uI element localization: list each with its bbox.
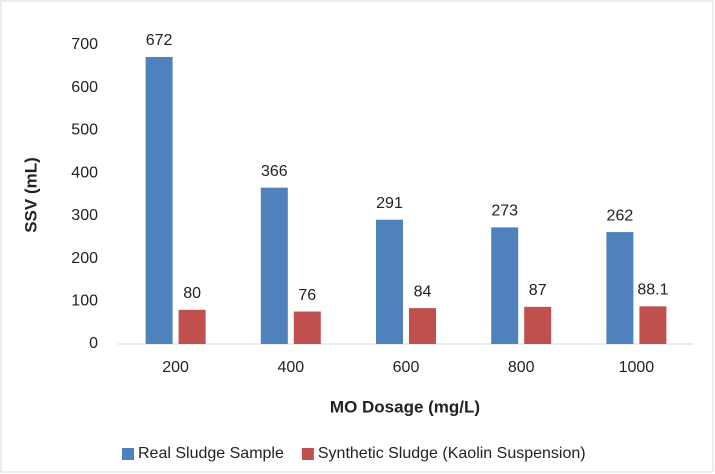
data-label: 80: [183, 285, 201, 302]
bar: [293, 311, 321, 344]
bar: [376, 219, 403, 344]
y-tick-label: 100: [71, 293, 98, 310]
legend-label: Synthetic Sludge (Kaolin Suspension): [318, 445, 586, 462]
y-tick-label: 200: [71, 250, 98, 267]
y-tick-label: 500: [71, 122, 98, 139]
y-tick-label: 600: [71, 79, 98, 96]
bar: [178, 309, 206, 344]
bar: [524, 306, 552, 344]
x-tick-label: 800: [508, 359, 535, 376]
y-tick-label: 0: [89, 335, 98, 352]
x-tick-label: 200: [162, 359, 189, 376]
legend-swatch: [122, 448, 134, 460]
y-axis-label: SSV (mL): [21, 157, 40, 233]
bar: [491, 227, 519, 344]
bar: [606, 232, 634, 344]
data-label: 88.1: [637, 282, 668, 299]
data-label: 366: [261, 163, 288, 180]
x-tick-label: 600: [393, 359, 420, 376]
legend-label: Real Sludge Sample: [138, 445, 284, 462]
bar: [145, 56, 173, 345]
data-label: 76: [298, 287, 316, 304]
x-axis-label: MO Dosage (mg/L): [330, 397, 480, 416]
y-tick-label: 400: [71, 164, 98, 181]
data-label: 262: [607, 207, 634, 224]
bar: [260, 187, 288, 344]
legend-swatch: [301, 448, 314, 460]
data-label: 291: [376, 195, 403, 212]
data-label: 84: [414, 283, 432, 300]
data-label: 87: [529, 282, 547, 299]
x-tick-label: 1000: [619, 359, 655, 376]
y-tick-label: 300: [71, 207, 98, 224]
x-tick-label: 400: [277, 359, 304, 376]
data-label: 273: [491, 203, 518, 220]
bar: [639, 306, 667, 344]
bar: [409, 308, 436, 344]
data-label: 672: [146, 32, 173, 49]
y-tick-label: 700: [71, 36, 98, 53]
